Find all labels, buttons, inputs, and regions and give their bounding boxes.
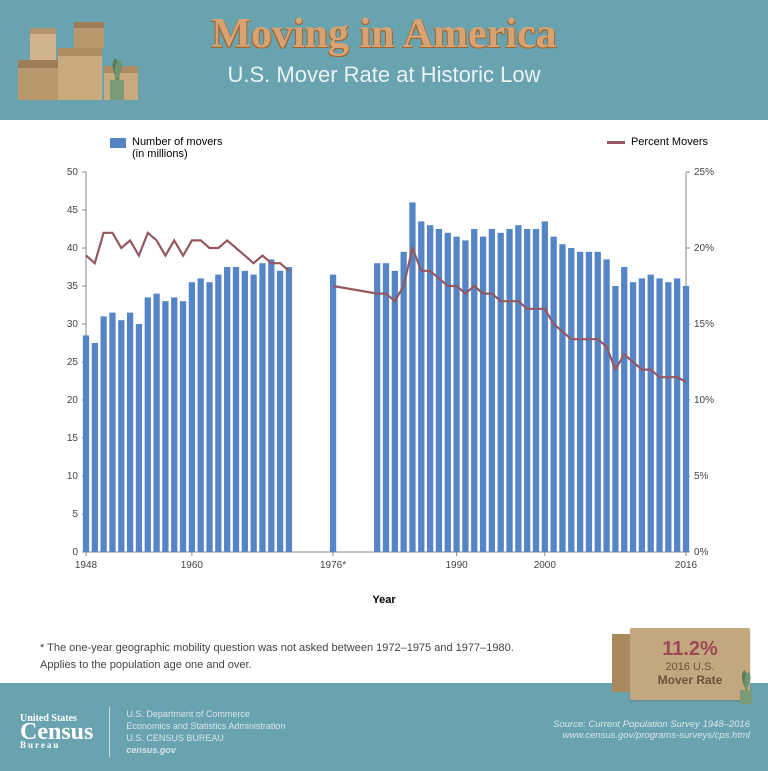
dept-l4: census.gov bbox=[126, 745, 176, 755]
line-swatch bbox=[607, 141, 625, 144]
callout-percent: 11.2% bbox=[630, 638, 750, 661]
svg-text:30: 30 bbox=[67, 319, 79, 330]
svg-text:1990: 1990 bbox=[445, 560, 468, 571]
dept-l3: U.S. CENSUS BUREAU bbox=[126, 732, 285, 744]
chart-area: Number of movers (in millions) Percent M… bbox=[0, 120, 768, 630]
dept-text: U.S. Department of Commerce Economics an… bbox=[126, 708, 285, 757]
dept-l1: U.S. Department of Commerce bbox=[126, 708, 285, 720]
svg-text:10: 10 bbox=[67, 471, 79, 482]
svg-text:40: 40 bbox=[67, 243, 79, 254]
svg-text:15%: 15% bbox=[694, 319, 714, 330]
svg-text:5: 5 bbox=[72, 509, 78, 520]
svg-text:45: 45 bbox=[67, 205, 79, 216]
svg-text:1960: 1960 bbox=[181, 560, 204, 571]
svg-text:1948: 1948 bbox=[75, 560, 98, 571]
main-title: Moving in America bbox=[0, 10, 768, 58]
combo-chart: 0 5 10 15 20 25 30 35 40 45 50 0% 5% 10% 15% 20% 25% 1948… bbox=[40, 160, 728, 590]
legend: Number of movers (in millions) Percent M… bbox=[110, 136, 708, 160]
svg-text:0%: 0% bbox=[694, 547, 709, 558]
svg-text:50: 50 bbox=[67, 167, 79, 178]
source-l1: Source: Current Population Survey 1948–2… bbox=[553, 719, 750, 730]
svg-text:20: 20 bbox=[67, 395, 79, 406]
bar-swatch bbox=[110, 138, 126, 148]
svg-text:5%: 5% bbox=[694, 471, 709, 482]
legend-bars: Number of movers (in millions) bbox=[110, 136, 222, 160]
census-logo: United States Census Bureau bbox=[20, 715, 93, 749]
svg-text:2016: 2016 bbox=[675, 560, 698, 571]
callout-label: Mover Rate bbox=[630, 673, 750, 687]
legend-bars-label: Number of movers (in millions) bbox=[132, 136, 222, 160]
header-banner: Moving in America U.S. Mover Rate at His… bbox=[0, 0, 768, 120]
mover-rate-callout: 11.2% 2016 U.S. Mover Rate bbox=[630, 628, 750, 700]
svg-text:10%: 10% bbox=[694, 395, 714, 406]
svg-text:1976*: 1976* bbox=[320, 560, 346, 571]
svg-text:35: 35 bbox=[67, 281, 79, 292]
svg-text:15: 15 bbox=[67, 433, 79, 444]
plant-icon bbox=[734, 664, 758, 704]
svg-text:25%: 25% bbox=[694, 167, 714, 178]
svg-text:20%: 20% bbox=[694, 243, 714, 254]
legend-line: Percent Movers bbox=[607, 136, 708, 160]
subtitle: U.S. Mover Rate at Historic Low bbox=[0, 62, 768, 88]
footer: 11.2% 2016 U.S. Mover Rate United States… bbox=[0, 683, 768, 771]
divider bbox=[109, 707, 110, 757]
svg-text:2000: 2000 bbox=[534, 560, 557, 571]
legend-line-label: Percent Movers bbox=[631, 136, 708, 148]
census-block: United States Census Bureau U.S. Departm… bbox=[20, 707, 285, 757]
source-l2: www.census.gov/programs-surveys/cps.html bbox=[553, 730, 750, 741]
svg-text:0: 0 bbox=[72, 547, 78, 558]
svg-text:25: 25 bbox=[67, 357, 79, 368]
callout-year: 2016 U.S. bbox=[630, 661, 750, 673]
source: Source: Current Population Survey 1948–2… bbox=[553, 719, 750, 741]
x-axis-label: Year bbox=[372, 594, 395, 606]
dept-l2: Economics and Statistics Administration bbox=[126, 720, 285, 732]
